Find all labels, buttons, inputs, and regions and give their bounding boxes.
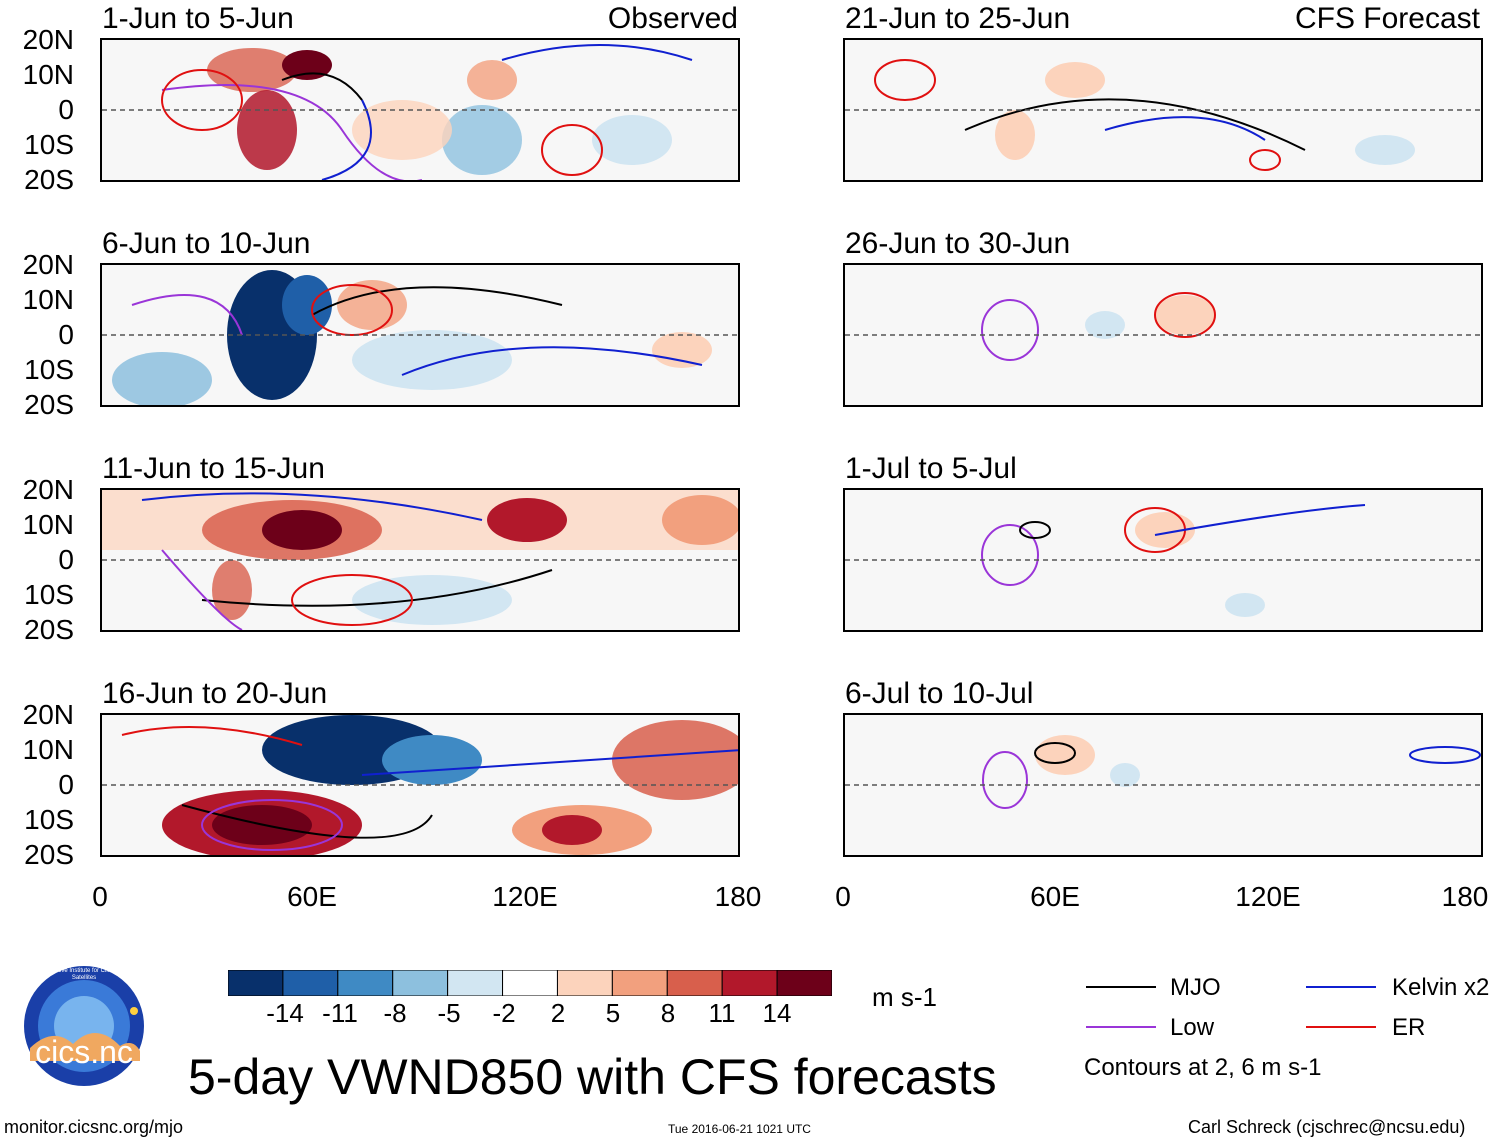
y-tick-label: 20N [22, 699, 74, 730]
y-tick-label: 10S [24, 579, 74, 610]
colorbar-swatch [392, 969, 449, 997]
y-tick-label: 20N [22, 24, 74, 55]
x-tick-label: 120E [1235, 881, 1301, 912]
er-line-icon [1306, 1026, 1376, 1028]
colorbar-swatch [502, 969, 558, 997]
cics-logo: cics.nc Cooperative Institute for Climat… [8, 966, 160, 1086]
colorbar-label: 2 [550, 998, 566, 1028]
observed-label: Observed [607, 2, 738, 35]
colorbar-swatch [611, 969, 668, 997]
x-tick-label: 0 [835, 881, 851, 912]
colorbar-label: -11 [322, 998, 358, 1028]
panel-title: 21-Jun to 25-Jun [845, 2, 1071, 35]
y-tick-label: 0 [58, 94, 74, 125]
panel-title: 26-Jun to 30-Jun [845, 227, 1071, 260]
y-tick-label: 10S [24, 129, 74, 160]
map-panel-observed [100, 263, 740, 407]
x-tick-label: 180 [714, 881, 762, 912]
panel-title: 6-Jun to 10-Jun [102, 227, 311, 260]
forecast-label: CFS Forecast [1294, 2, 1480, 35]
mjo-line-icon [1086, 986, 1156, 988]
colorbar-swatch [227, 969, 284, 997]
y-tick-label: 10N [22, 59, 74, 90]
y-tick-label: 10N [22, 509, 74, 540]
y-tick-label: 0 [58, 544, 74, 575]
x-tick-label: 180 [1441, 881, 1489, 912]
map-panel-observed [100, 38, 740, 182]
x-tick-label: 0 [92, 881, 108, 912]
logo-text: cics.nc [35, 1034, 133, 1070]
legend-er: ER [1392, 1014, 1426, 1041]
y-tick-label: 20S [24, 839, 74, 870]
contour-legend: MJO Kelvin x2 Low ER Contours at 2, 6 m … [1080, 972, 1500, 1082]
colorbar-swatch [776, 969, 833, 997]
y-tick-label: 0 [58, 319, 74, 350]
colorbar-swatch [721, 969, 778, 997]
map-panel-observed [100, 713, 740, 857]
legend-mjo: MJO [1170, 974, 1221, 1001]
colorbar-swatch [337, 969, 394, 997]
colorbar [227, 969, 833, 997]
kelvin-line-icon [1306, 986, 1376, 988]
map-panel-forecast [843, 488, 1483, 632]
y-tick-label: 20S [24, 389, 74, 420]
panel-title: 16-Jun to 20-Jun [102, 677, 328, 710]
footer-url: monitor.cicsnc.org/mjo [4, 1117, 184, 1137]
y-tick-label: 10S [24, 804, 74, 835]
panel-title: 11-Jun to 15-Jun [102, 452, 325, 485]
footer-timestamp: Tue 2016-06-21 1021 UTC [668, 1122, 811, 1136]
panel-title: 1-Jun to 5-Jun [102, 2, 294, 35]
colorbar-swatch [666, 969, 723, 997]
y-tick-label: 10N [22, 734, 74, 765]
y-tick-label: 20N [22, 249, 74, 280]
x-tick-label: 60E [287, 881, 337, 912]
colorbar-swatch [447, 969, 504, 997]
legend-low: Low [1170, 1014, 1215, 1041]
colorbar-label: 8 [660, 998, 676, 1028]
colorbar-labels: -14 -11 -8 -5 -2 2 5 8 11 14 [230, 1000, 830, 1030]
main-title: 5-day VWND850 with CFS forecasts [188, 1049, 997, 1105]
y-tick-label: 20N [22, 474, 74, 505]
colorbar-label: 11 [708, 998, 736, 1028]
colorbar-label: -14 [266, 998, 304, 1028]
map-panel-observed [100, 488, 740, 632]
colorbar-label: -8 [383, 998, 407, 1028]
x-tick-label: 60E [1030, 881, 1080, 912]
y-tick-label: 10N [22, 284, 74, 315]
colorbar-label: -5 [437, 998, 461, 1028]
footer-credit: Carl Schreck (cjschrec@ncsu.edu) [1188, 1117, 1466, 1137]
map-panel-forecast [843, 713, 1483, 857]
panel-title: 1-Jul to 5-Jul [845, 452, 1017, 485]
y-tick-label: 20S [24, 164, 74, 195]
colorbar-units: m s-1 [872, 982, 937, 1012]
colorbar-label: 14 [762, 998, 792, 1028]
low-line-icon [1086, 1026, 1156, 1028]
colorbar-label: -2 [492, 998, 516, 1028]
legend-kelvin: Kelvin x2 [1392, 974, 1490, 1001]
y-tick-label: 20S [24, 614, 74, 645]
x-tick-label: 120E [492, 881, 558, 912]
y-tick-label: 10S [24, 354, 74, 385]
panel-title: 6-Jul to 10-Jul [845, 677, 1034, 710]
logo-arc-text: Cooperative Institute for Climate and Sa… [35, 968, 133, 981]
y-tick-label: 0 [58, 769, 74, 800]
colorbar-swatch [556, 969, 613, 997]
colorbar-swatch [282, 969, 339, 997]
colorbar-label: 5 [605, 998, 621, 1028]
contour-note: Contours at 2, 6 m s-1 [1084, 1054, 1322, 1081]
map-panel-forecast [843, 263, 1483, 407]
map-panel-forecast [843, 38, 1483, 182]
colorbar-swatches [227, 969, 833, 997]
